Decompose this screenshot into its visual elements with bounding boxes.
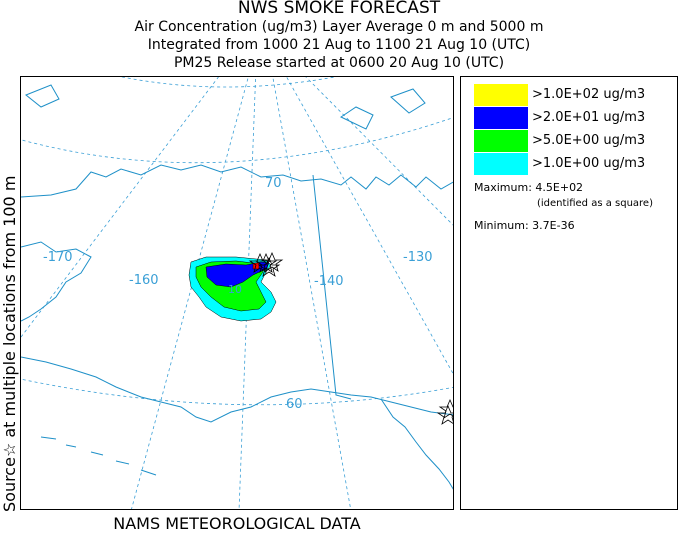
map-panel: 10 -170 -160 -140 -130 70 60 [20,76,454,510]
forecast-title: NWS SMOKE FORECAST [237,0,441,18]
legend-item: >1.0E+00 ug/m3 [474,153,678,175]
source-star [248,252,272,273]
legend-label: >1.0E+02 ug/m3 [532,87,646,102]
source-star [257,256,281,277]
coast-north [21,164,453,198]
aleutian-chain [40,436,157,476]
legend-swatch-yellow [474,84,528,106]
source-label-text: Source☆ at multiple locations from 100 m [0,176,19,512]
lat-line-70 [21,117,453,164]
source-side-label: Source☆ at multiple locations from 100 m [0,176,19,512]
lon-label-170: -170 [43,250,73,265]
lat-line-60 [21,378,453,406]
integration-period: Integrated from 1000 21 Aug to 1100 21 A… [147,37,531,53]
maximum-note: (identified as a square) [537,198,653,209]
lon-label-130: -130 [403,250,433,265]
lon-label-140: -140 [314,274,344,289]
minimum-value: Minimum: 3.7E-36 [474,219,575,232]
coast-west [21,241,92,322]
legend-swatch-blue [474,107,528,129]
legend-label: >2.0E+01 ug/m3 [532,110,646,125]
lon-line-130 [286,77,453,375]
arctic-islands [25,84,426,130]
canada-us-border [312,174,352,400]
grid-labels: -170 -160 -140 -130 70 60 [43,176,433,412]
release-info: PM25 Release started at 0600 20 Aug 10 (… [173,55,505,71]
plume-value-label: 10 [228,283,242,296]
legend-panel: >1.0E+02 ug/m3 >2.0E+01 ug/m3 >5.0E+00 u… [460,76,678,510]
lat-label-60: 60 [286,397,303,412]
legend-swatch-green [474,130,528,152]
concentration-subtitle: Air Concentration (ug/m3) Layer Average … [134,19,544,35]
maximum-value: Maximum: 4.5E+02 [474,181,584,194]
data-source-footer: NAMS METEOROLOGICAL DATA [113,514,361,533]
coastline [21,84,453,490]
source-markers [248,251,453,425]
legend-label: >5.0E+00 ug/m3 [532,133,646,148]
smoke-plume: 10 [188,256,277,322]
lon-line-170 [21,77,219,338]
legend-item: >2.0E+01 ug/m3 [474,107,678,129]
legend-label: >1.0E+00 ug/m3 [532,156,646,171]
alaska-map: 10 -170 -160 -140 -130 70 60 [21,77,453,509]
source-star [260,251,284,272]
coast-southwest [21,356,453,423]
legend-item: >1.0E+02 ug/m3 [474,84,678,106]
lon-line-120 [305,77,453,226]
source-star [436,404,453,425]
source-star [254,252,278,273]
legend-item: >5.0E+00 ug/m3 [474,130,678,152]
lon-line-160 [131,77,249,509]
lat-label-70: 70 [265,176,282,191]
lon-line-140 [272,77,352,509]
legend-swatch-cyan [474,153,528,175]
lon-label-160: -160 [129,273,159,288]
source-star [438,398,453,419]
lat-line-80 [120,77,337,88]
latitude-gridlines [21,77,453,406]
coast-panhandle [380,398,453,490]
